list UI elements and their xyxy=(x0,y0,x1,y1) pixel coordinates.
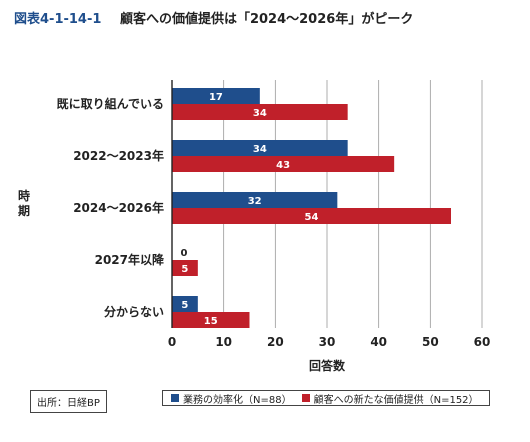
legend-label-series-2: 顧客への新たな価値提供（N=152） xyxy=(313,394,479,406)
data-label-series-1: 17 xyxy=(209,92,223,103)
figure-header: 図表4-1-14-1 顧客への価値提供は「2024〜2026年」がピーク xyxy=(14,8,413,27)
source-note: 出所：日経BP xyxy=(30,390,107,413)
legend-label-series-1: 業務の効率化（N=88） xyxy=(183,394,292,406)
x-axis-title: 回答数 xyxy=(309,358,346,373)
data-label-series-1: 32 xyxy=(248,196,262,207)
bar-series-1 xyxy=(172,296,198,312)
figure-title: 顧客への価値提供は「2024〜2026年」がピーク xyxy=(119,12,414,27)
x-tick-label: 50 xyxy=(422,335,439,349)
bar-series-2 xyxy=(172,208,451,224)
category-label: 分からない xyxy=(104,304,164,319)
data-label-series-1: 0 xyxy=(181,248,188,259)
bar-series-1 xyxy=(172,192,338,208)
bar-series-2 xyxy=(172,156,395,172)
data-label-series-2: 54 xyxy=(305,212,319,223)
legend-swatch-series-1 xyxy=(171,394,179,402)
category-label: 既に取り組んでいる xyxy=(57,96,164,111)
figure-id: 図表4-1-14-1 xyxy=(14,12,102,27)
data-label-series-2: 34 xyxy=(253,108,267,119)
category-label: 2027年以降 xyxy=(95,252,165,267)
x-tick-label: 10 xyxy=(215,335,232,349)
bar-series-1 xyxy=(172,88,260,104)
category-label: 2024〜2026年 xyxy=(73,200,164,215)
x-tick-label: 40 xyxy=(370,335,387,349)
x-tick-label: 30 xyxy=(319,335,336,349)
data-label-series-2: 5 xyxy=(181,264,188,275)
bar-series-2 xyxy=(172,104,348,120)
bar-series-1 xyxy=(172,140,348,156)
legend-swatch-series-2 xyxy=(301,394,310,402)
legend-item-series-2: 顧客への新たな価値提供（N=152） xyxy=(301,391,479,406)
bar-series-2 xyxy=(172,312,250,328)
y-axis-title: 時期 xyxy=(18,188,30,218)
data-label-series-2: 15 xyxy=(204,316,218,327)
bar-series-2 xyxy=(172,260,198,276)
data-label-series-1: 5 xyxy=(181,300,188,311)
x-tick-label: 60 xyxy=(474,335,491,349)
data-label-series-1: 34 xyxy=(253,144,267,155)
chart-legend: 業務の効率化（N=88） 顧客への新たな価値提供（N=152） xyxy=(162,390,490,406)
x-tick-label: 20 xyxy=(267,335,284,349)
legend-item-series-1: 業務の効率化（N=88） xyxy=(171,391,292,406)
category-label: 2022〜2023年 xyxy=(73,148,164,163)
data-label-series-2: 43 xyxy=(276,160,290,171)
x-tick-label: 0 xyxy=(168,335,176,349)
